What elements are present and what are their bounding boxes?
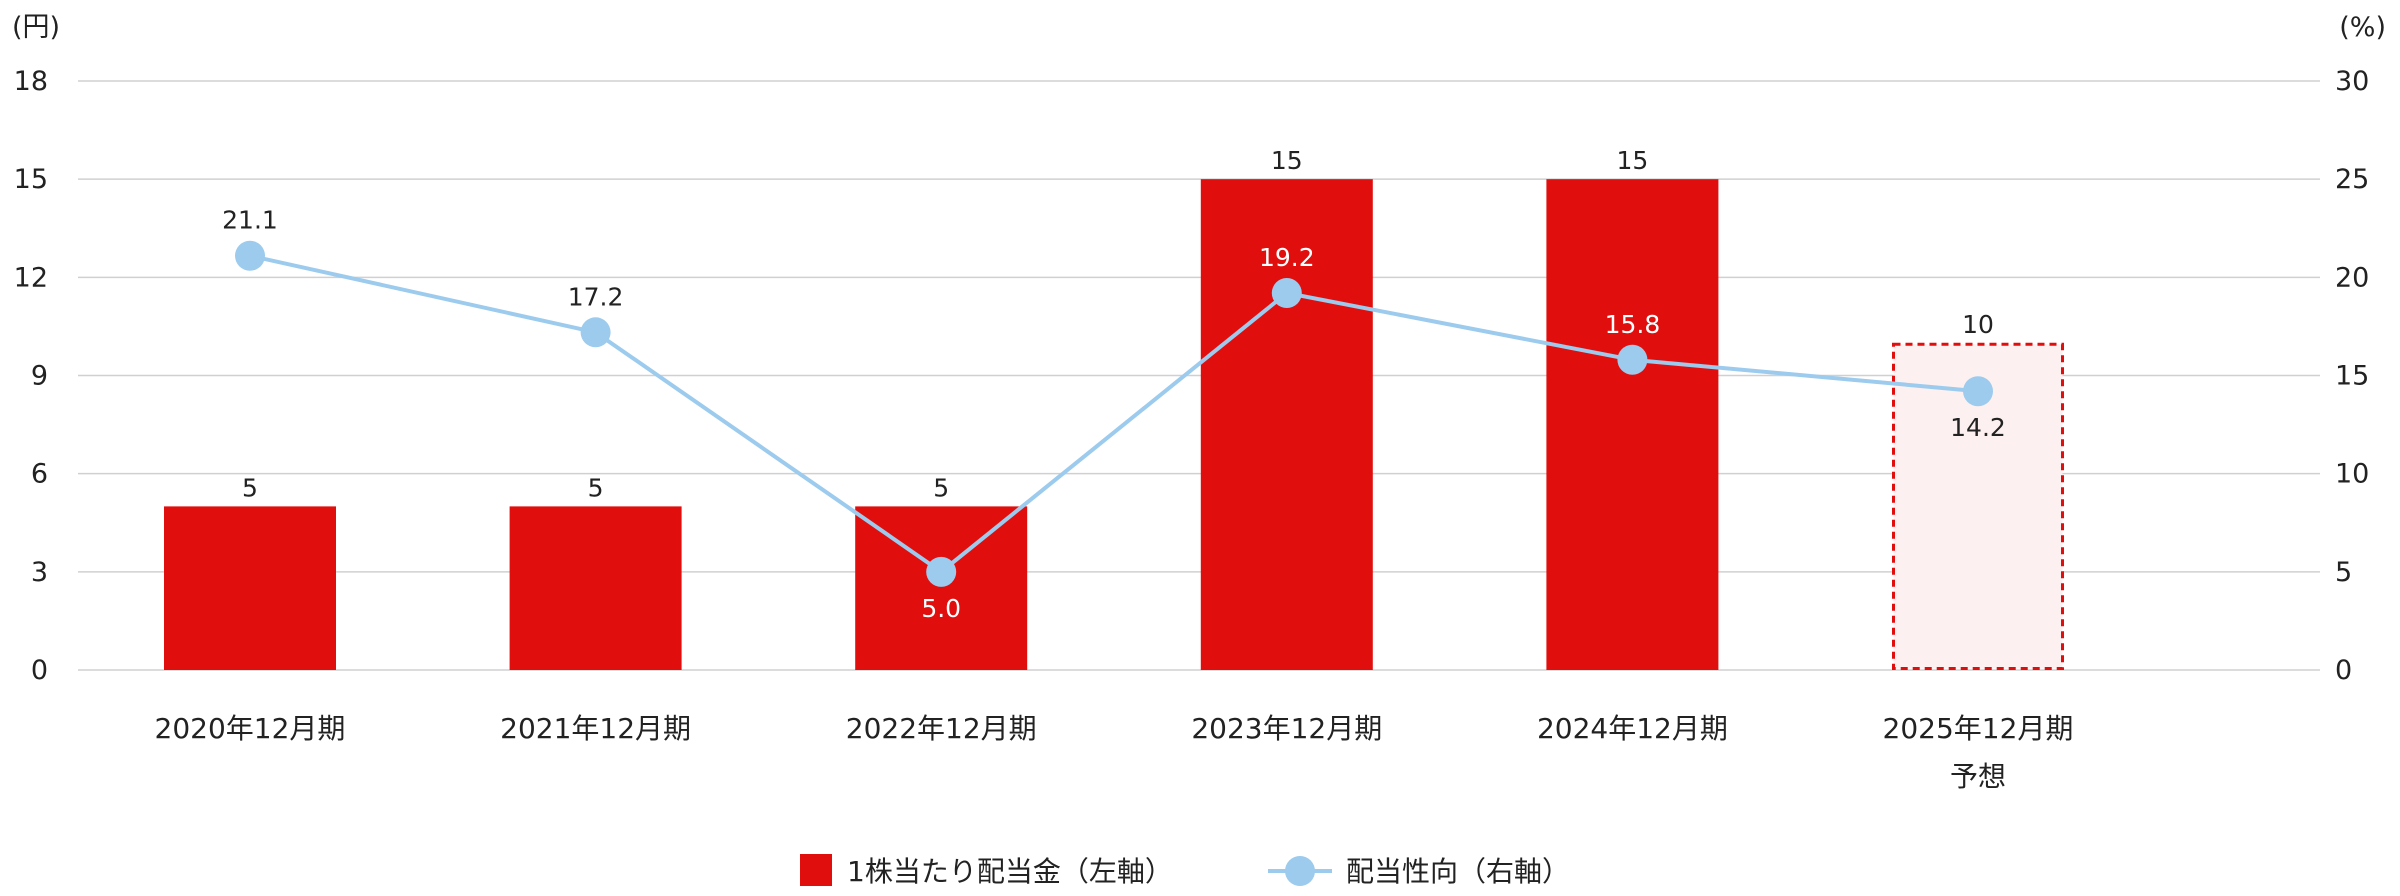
legend-label-dividend: 1株当たり配当金（左軸） — [847, 855, 1173, 888]
ratio-point — [926, 556, 957, 587]
ratio-point — [1617, 344, 1648, 375]
right-tick-label: 30 — [2335, 66, 2369, 97]
right-tick-label: 25 — [2335, 164, 2369, 195]
ratio-value-label: 17.2 — [568, 282, 624, 311]
category-label: 2021年12月期 — [500, 712, 691, 745]
left-tick-label: 3 — [31, 557, 48, 588]
bar-value-label: 5 — [588, 473, 604, 502]
bar-value-label: 5 — [933, 473, 949, 502]
bar — [1546, 179, 1719, 670]
bar — [1200, 179, 1373, 670]
ratio-value-label: 21.1 — [222, 206, 278, 235]
right-tick-label: 20 — [2335, 262, 2369, 293]
category-label: 予想 — [1950, 760, 2006, 793]
grid-lines — [78, 80, 2320, 671]
left-tick-label: 12 — [14, 262, 48, 293]
ratio-point — [580, 317, 611, 348]
ratio-value-label: 19.2 — [1259, 243, 1315, 272]
bar-value-label: 15 — [1271, 146, 1303, 175]
ratio-value-label: 14.2 — [1950, 413, 2006, 442]
legend: 1株当たり配当金（左軸） 配当性向（右軸） — [800, 854, 1570, 888]
legend-swatch-point — [1285, 856, 1315, 886]
right-tick-label: 10 — [2335, 459, 2369, 490]
bar-series — [164, 179, 2064, 670]
bar-value-label: 15 — [1616, 146, 1648, 175]
line-series — [235, 240, 1993, 587]
left-axis-unit: (円) — [12, 12, 60, 43]
right-tick-label: 15 — [2335, 361, 2369, 392]
category-label: 2022年12月期 — [846, 712, 1037, 745]
bar-forecast — [1892, 342, 2064, 670]
left-tick-label: 15 — [14, 164, 48, 195]
ratio-line — [249, 253, 1979, 575]
category-label: 2023年12月期 — [1191, 712, 1382, 745]
ratio-point — [1271, 278, 1302, 309]
right-tick-label: 0 — [2335, 655, 2352, 686]
bar — [164, 506, 336, 670]
left-tick-label: 9 — [31, 361, 48, 392]
data-labels: 5 5 5 15 15 10 21.1 17.2 5.0 19.2 15.8 14.2 — [222, 146, 2006, 623]
right-tick-label: 5 — [2335, 557, 2352, 588]
bar-value-label: 5 — [242, 473, 258, 502]
legend-swatch-bar — [800, 854, 832, 886]
left-tick-label: 6 — [31, 459, 48, 490]
bar-value-label: 10 — [1962, 310, 1994, 339]
ratio-point — [1963, 376, 1993, 407]
left-tick-label: 18 — [14, 66, 48, 97]
category-label: 2024年12月期 — [1537, 712, 1728, 745]
left-tick-label: 0 — [31, 655, 48, 686]
ratio-point — [235, 240, 265, 271]
ratio-value-label: 5.0 — [921, 594, 961, 623]
category-label: 2020年12月期 — [155, 712, 346, 745]
ratio-value-label: 15.8 — [1605, 310, 1661, 339]
bar — [509, 506, 682, 670]
category-label: 2025年12月期 — [1883, 712, 2074, 745]
axes: 0 3 6 9 12 15 18 0 5 10 15 20 25 30 (円) (%) 2020年12月期 202… — [12, 12, 2386, 793]
legend-label-payout: 配当性向（右軸） — [1346, 855, 1570, 888]
right-axis-unit: (%) — [2339, 12, 2386, 43]
